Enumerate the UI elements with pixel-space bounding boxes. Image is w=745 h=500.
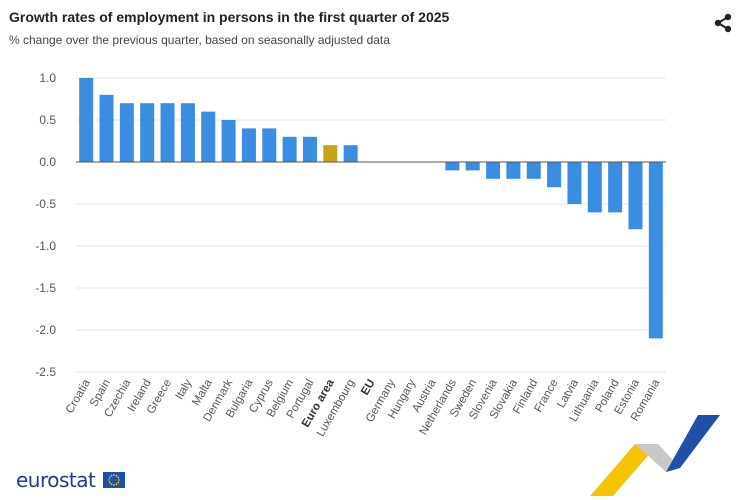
y-tick-label: -0.5 (35, 197, 56, 211)
bar[interactable] (282, 136, 297, 162)
y-tick-label: -2.5 (35, 365, 56, 379)
bar[interactable] (221, 120, 236, 162)
bar[interactable] (343, 145, 358, 162)
y-tick-label: -1.5 (35, 281, 56, 295)
x-tick-label: Croatia (64, 377, 93, 416)
bar[interactable] (486, 162, 501, 179)
bar[interactable] (465, 162, 480, 171)
bar[interactable] (608, 162, 623, 213)
bar[interactable] (547, 162, 562, 188)
y-tick-label: 1.0 (39, 71, 56, 85)
bar[interactable] (526, 162, 541, 179)
bar[interactable] (160, 103, 175, 162)
bar[interactable] (140, 103, 155, 162)
bar[interactable] (180, 103, 195, 162)
y-tick-label: -1.0 (35, 239, 56, 253)
bar-chart: 1.0 0.5 0.0 -0.5 -1.0 -1.5 -2.0 -2.5 CroatiaSpa… (35, 71, 666, 439)
bar[interactable] (323, 145, 338, 162)
bar[interactable] (648, 162, 663, 339)
bar[interactable] (201, 111, 216, 162)
chart-title: Growth rates of employment in persons in… (9, 9, 450, 25)
bar[interactable] (587, 162, 602, 213)
bar[interactable] (506, 162, 521, 179)
chart-subtitle: % change over the previous quarter, base… (9, 33, 390, 47)
eu-flag-icon (103, 472, 125, 493)
bar[interactable] (567, 162, 582, 204)
y-axis-labels: 1.0 0.5 0.0 -0.5 -1.0 -1.5 -2.0 -2.5 (35, 71, 56, 379)
share-icon[interactable] (712, 12, 734, 34)
bar[interactable] (262, 128, 277, 162)
logo-text: eurostat (16, 468, 96, 492)
bar[interactable] (628, 162, 643, 230)
y-tick-label: 0.0 (39, 155, 56, 169)
y-tick-label: -2.0 (35, 323, 56, 337)
bar[interactable] (79, 78, 94, 162)
bar[interactable] (445, 162, 460, 171)
x-tick-label: EU (359, 378, 377, 398)
bar[interactable] (241, 128, 256, 162)
bars (79, 78, 663, 339)
decorative-ribbon (590, 415, 720, 496)
bar[interactable] (99, 94, 114, 162)
bar[interactable] (119, 103, 134, 162)
y-tick-label: 0.5 (39, 113, 56, 127)
bar[interactable] (302, 136, 317, 162)
